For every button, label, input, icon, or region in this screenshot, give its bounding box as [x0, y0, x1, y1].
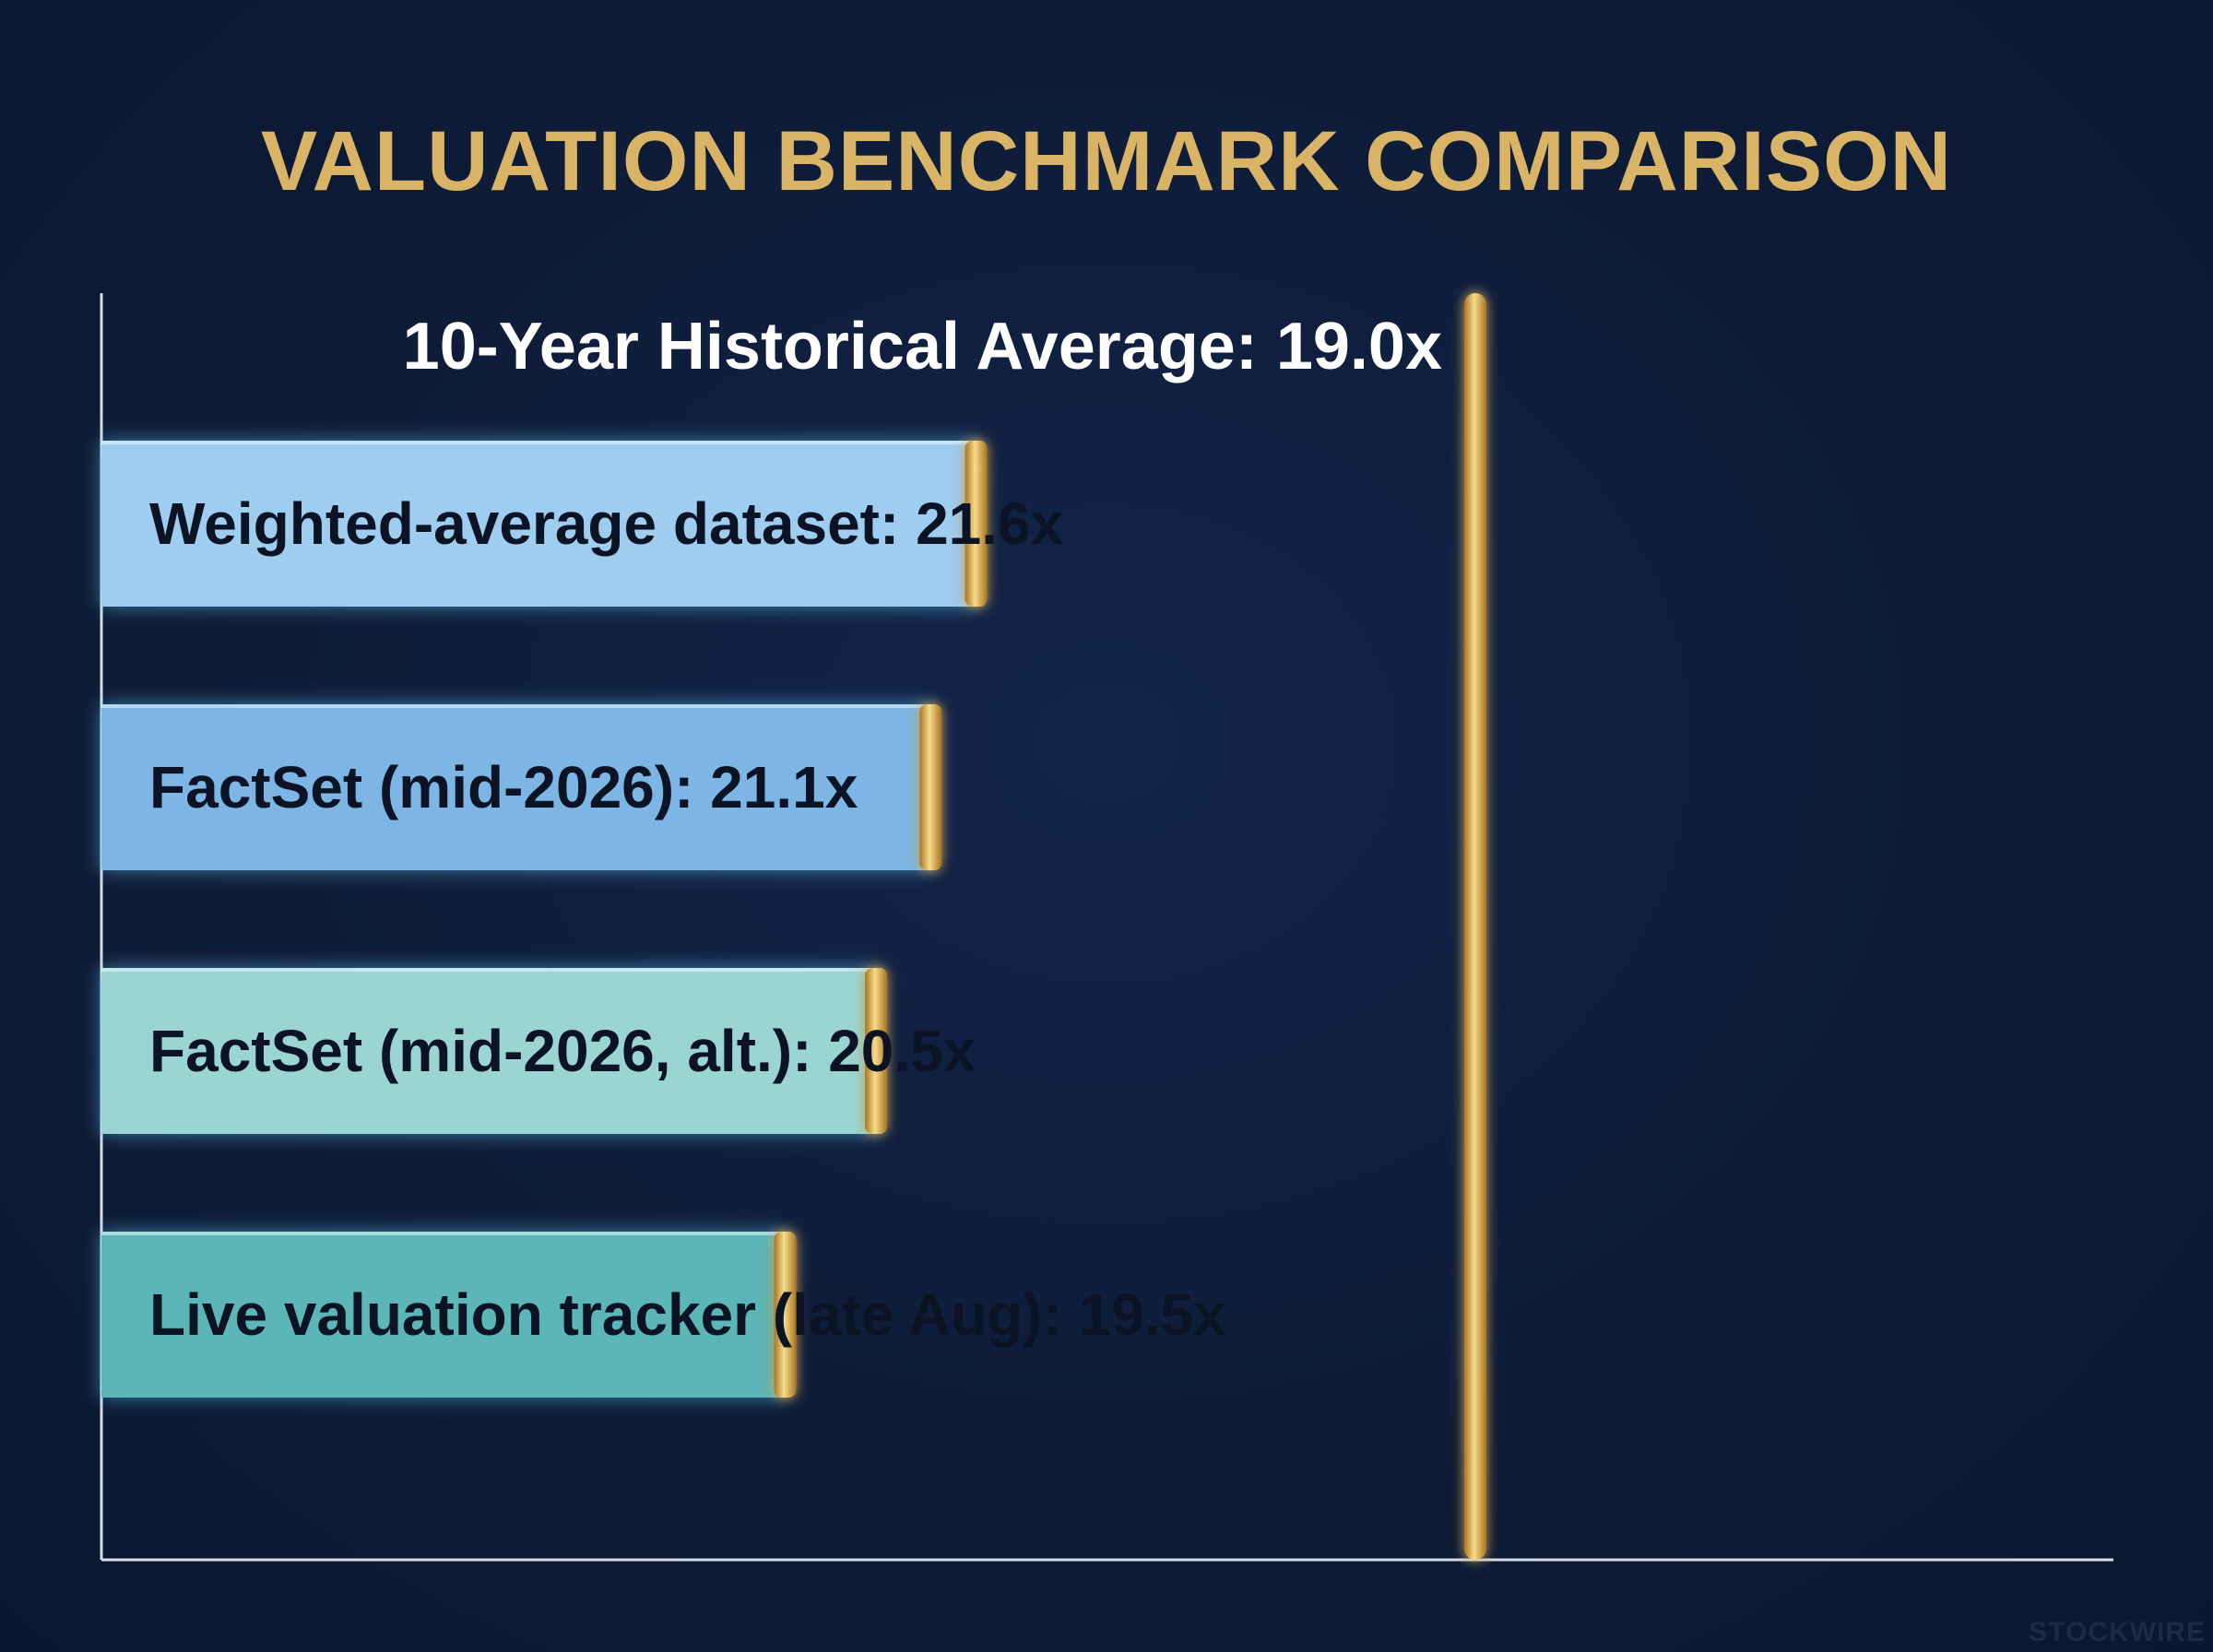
bar [101, 968, 875, 1134]
bar [101, 704, 929, 870]
bar-label: Weighted-average dataset: 21.6x [149, 490, 1064, 557]
chart-title: VALUATION BENCHMARK COMPARISON [260, 114, 1953, 208]
bar-highlight [101, 704, 929, 708]
bar-label: FactSet (mid-2026, alt.): 20.5x [149, 1018, 976, 1084]
bar-end-cap [865, 968, 888, 1134]
bar-label: FactSet (mid-2026): 21.1x [149, 754, 858, 820]
bar-highlight [101, 441, 975, 444]
reference-line-layer [1464, 293, 1486, 1560]
labels-layer: Weighted-average dataset: 21.6x FactSet (… [149, 310, 1442, 1348]
bar [101, 441, 975, 607]
bar [101, 1232, 784, 1398]
bar-label: Live valuation tracker (late Aug): 19.5x [149, 1281, 1226, 1348]
reference-line-label: 10-Year Historical Average: 19.0x [403, 310, 1442, 384]
reference-line [1464, 293, 1486, 1560]
bar-highlight [101, 968, 875, 972]
watermark-text: STOCKWIRE [2029, 1617, 2206, 1647]
bar-caps-layer [774, 441, 988, 1398]
bar-highlight [101, 1232, 784, 1235]
bar-end-cap [919, 704, 942, 870]
bars-layer [101, 441, 975, 1398]
bar-end-cap [964, 441, 988, 607]
bar-end-cap [774, 1232, 797, 1398]
